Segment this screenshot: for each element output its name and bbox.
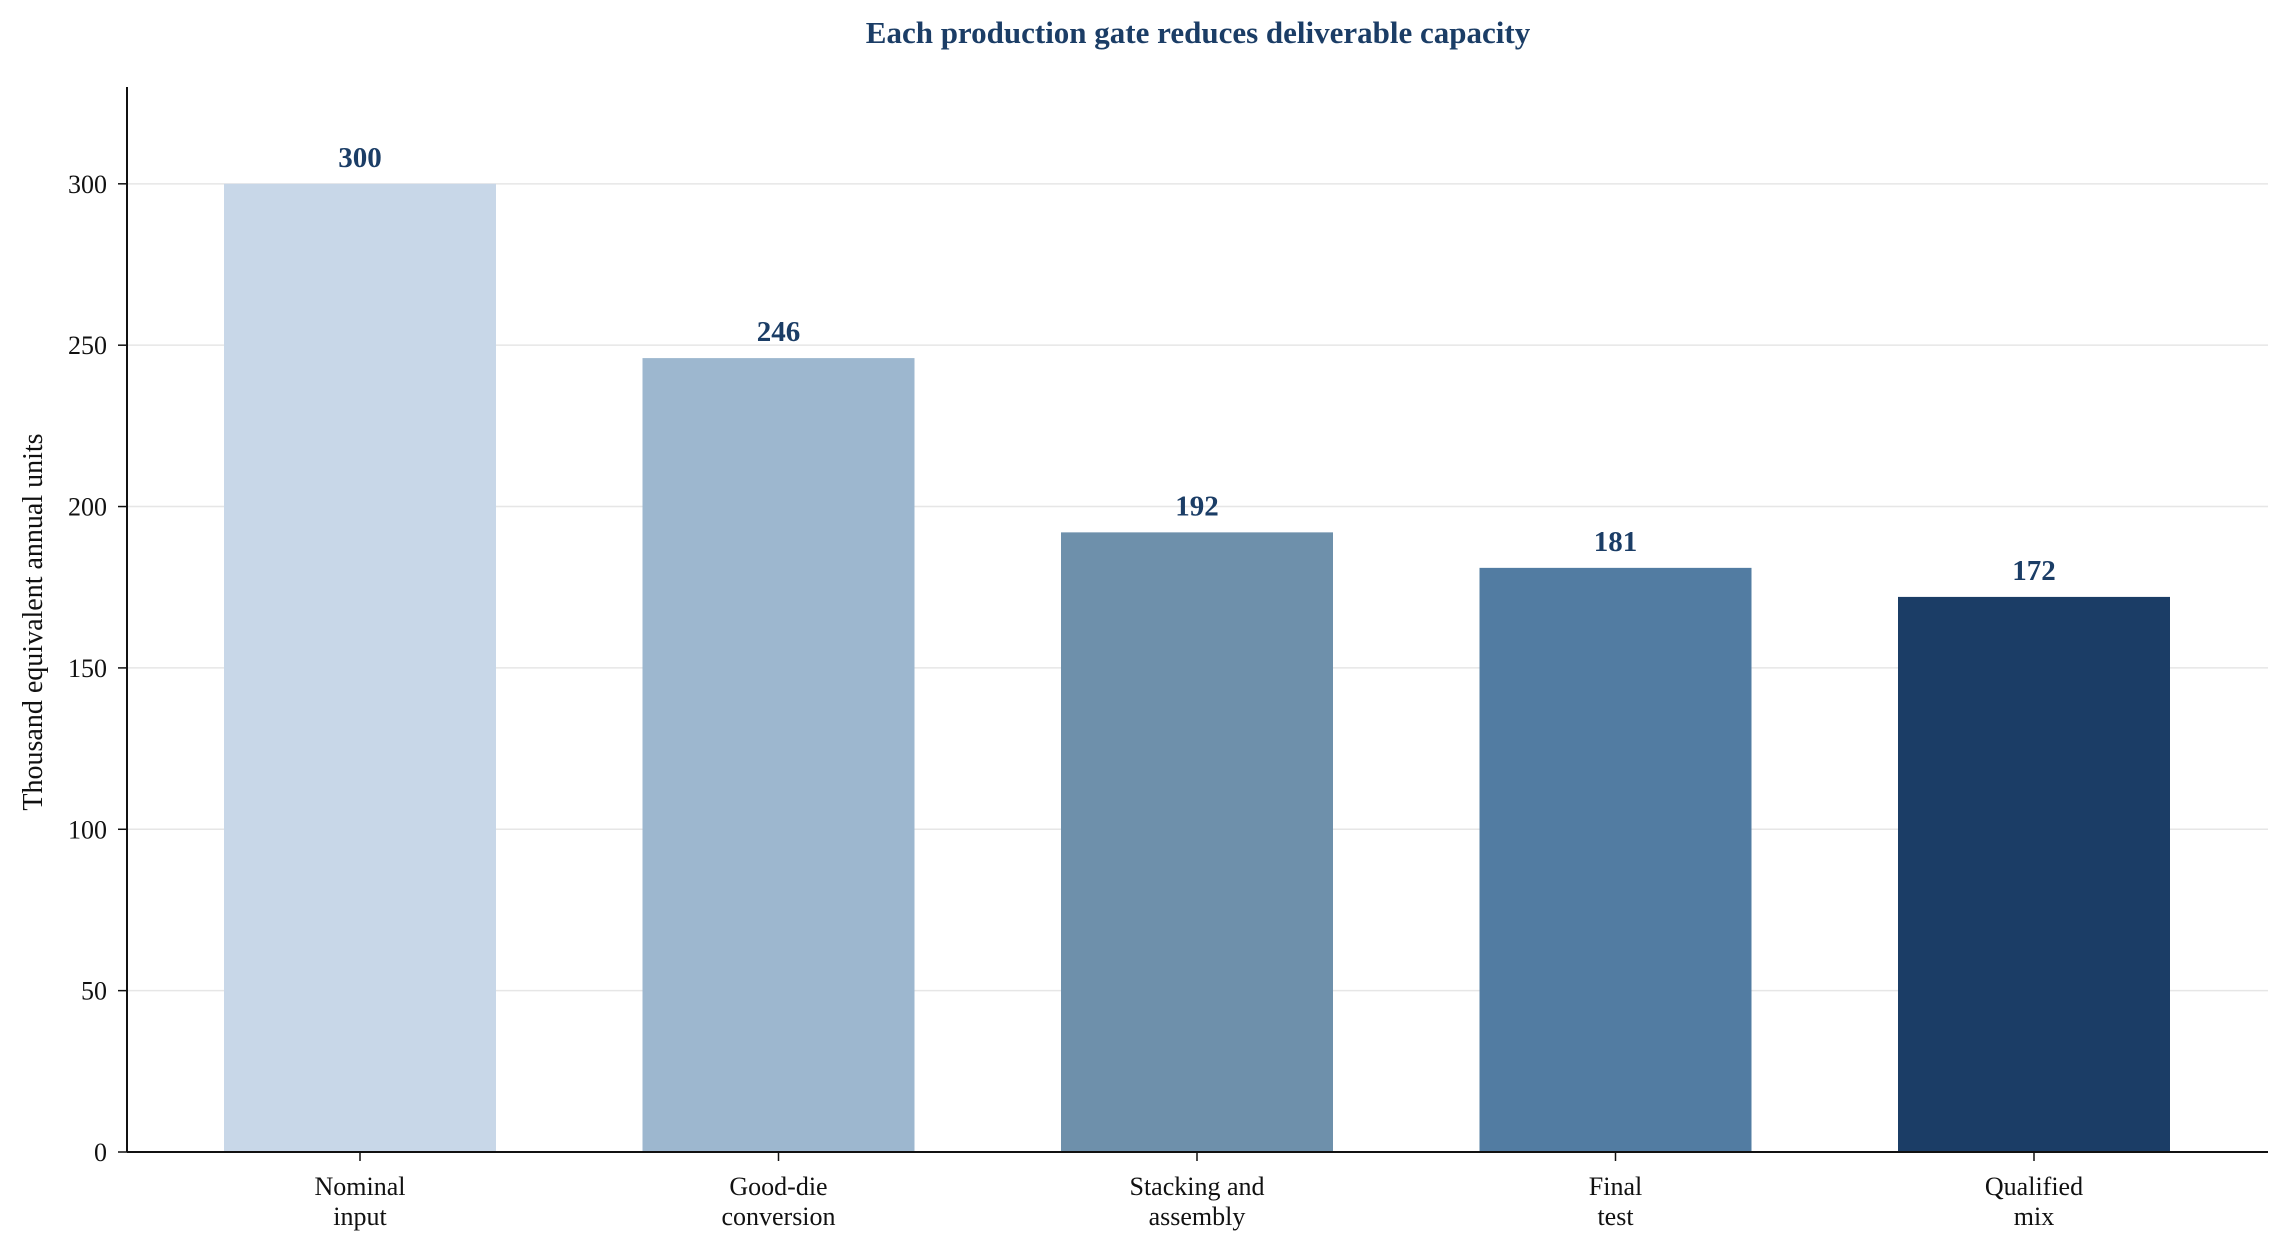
x-tick-label-line: Nominal [315, 1172, 406, 1201]
y-tick-label: 250 [68, 331, 107, 360]
x-tick-label: Nominal input [315, 1172, 406, 1231]
y-tick-label: 150 [68, 654, 107, 683]
y-tick-label: 0 [94, 1138, 107, 1167]
bar [1061, 532, 1333, 1152]
x-tick-label-line: mix [2014, 1202, 2054, 1231]
x-tick-label-line: Stacking and [1129, 1172, 1264, 1201]
bar [224, 183, 496, 1152]
x-tick-label-line: Good-die [729, 1172, 827, 1201]
x-tick-label-line: conversion [721, 1202, 835, 1231]
x-tick-label-line: input [333, 1202, 387, 1231]
chart-title: Each production gate reduces deliverable… [866, 15, 1531, 50]
bar [1479, 567, 1752, 1152]
bar-value-label: 246 [757, 316, 801, 348]
value-labels: 300 246 192 181 172 [338, 142, 2056, 587]
y-axis-title: Thousand equivalent annual units [18, 433, 49, 810]
bar-value-label: 300 [338, 142, 382, 174]
x-tick-label-line: test [1597, 1202, 1634, 1231]
y-tick-label: 100 [68, 815, 107, 844]
x-tick-label-line: Qualified [1985, 1172, 2083, 1201]
bar [642, 358, 915, 1152]
x-tick-label: Qualified mix [1985, 1172, 2083, 1231]
bar [1898, 596, 2170, 1152]
y-tick-label: 50 [81, 977, 107, 1006]
y-tick-label: 300 [68, 170, 107, 199]
x-tick-label: Stacking and assembly [1129, 1172, 1264, 1231]
x-tick-label: Good-die conversion [721, 1172, 835, 1231]
bar-value-label: 192 [1175, 490, 1219, 522]
bars [224, 183, 2170, 1152]
x-tick-label: Final test [1589, 1172, 1642, 1231]
x-tick-label-line: assembly [1149, 1202, 1246, 1231]
axes: 0 50 100 150 200 250 300 Nominal input Good-die co… [68, 87, 2268, 1231]
bar-value-label: 172 [2012, 555, 2056, 587]
x-tick-label-line: Final [1589, 1172, 1642, 1201]
bar-value-label: 181 [1594, 526, 1638, 558]
y-tick-label: 200 [68, 493, 107, 522]
